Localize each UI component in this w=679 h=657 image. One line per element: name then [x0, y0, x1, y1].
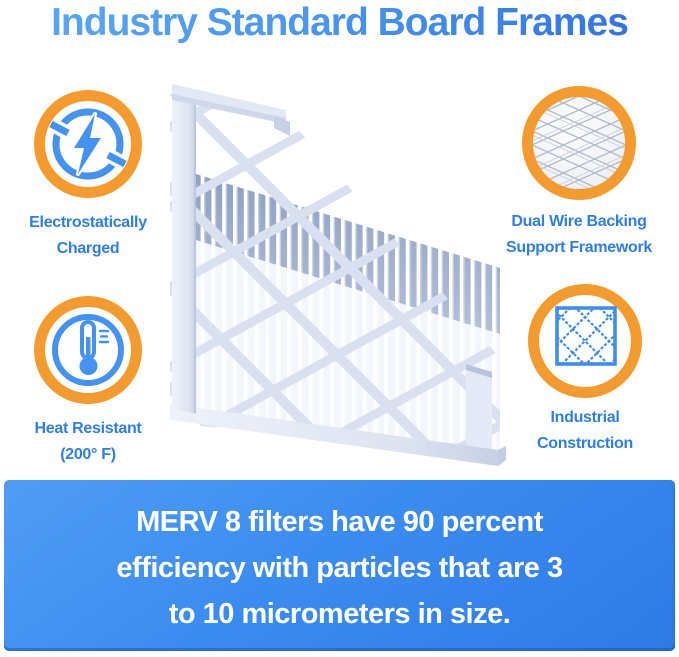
- thermometer-icon: [52, 314, 124, 386]
- orange-ring: [528, 284, 642, 398]
- air-filter-image: [170, 84, 506, 466]
- feature-industrial: Industrial Construction: [496, 284, 674, 457]
- feature-label-line: Charged: [56, 240, 120, 257]
- feature-heat-resistant: Heat Resistant (200° F): [2, 296, 174, 468]
- feature-label-line: Industrial: [550, 409, 620, 426]
- feature-label-line: Heat Resistant: [34, 420, 142, 437]
- wire-mesh-icon: [533, 97, 625, 189]
- feature-electrostatic: Electrostatically Charged: [2, 90, 174, 262]
- lightning-icon: [49, 108, 127, 180]
- frame-corner-channel: [466, 364, 492, 454]
- banner-line: MERV 8 filters have 90 percent: [136, 506, 543, 538]
- merv-info-banner: MERV 8 filters have 90 percent efficienc…: [4, 480, 675, 651]
- frame-bottom-rail: [170, 404, 498, 466]
- orange-ring: [522, 86, 636, 200]
- orange-ring: [34, 296, 142, 404]
- feature-label-line: (200° F): [60, 446, 116, 463]
- banner-line: efficiency with particles that are 3: [116, 552, 563, 584]
- feature-wire-backing: Dual Wire Backing Support Framework: [490, 86, 668, 261]
- feature-label-line: Construction: [537, 435, 633, 452]
- frame-left-bar: [172, 84, 196, 414]
- feature-label-line: Electrostatically: [29, 214, 147, 231]
- banner-text: MERV 8 filters have 90 percent efficienc…: [4, 499, 675, 637]
- orange-ring: [34, 90, 142, 198]
- feature-label-line: Dual Wire Backing: [511, 213, 647, 230]
- banner-line: to 10 micrometers in size.: [168, 598, 511, 630]
- feature-label-line: Support Framework: [505, 239, 653, 256]
- grid-mesh-icon: [555, 306, 617, 366]
- page-title: Industry Standard Board Frames: [0, 0, 679, 50]
